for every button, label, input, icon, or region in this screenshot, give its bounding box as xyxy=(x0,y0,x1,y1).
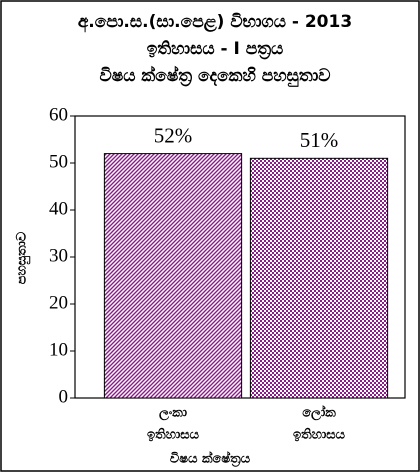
bar xyxy=(249,157,389,399)
y-tick-label: 0 xyxy=(59,386,69,407)
x-tick-label: ලංකා xyxy=(159,406,188,422)
y-tick-label: 10 xyxy=(49,339,68,360)
y-tick-label: 40 xyxy=(49,198,68,219)
x-tick-label: ලෝක xyxy=(302,404,336,422)
x-tick-label: ඉතිහාසය xyxy=(147,427,200,443)
value-label: 52% xyxy=(154,123,193,147)
y-tick-label: 60 xyxy=(49,104,68,125)
y-tick-label: 50 xyxy=(49,151,68,172)
y-tick-label: 30 xyxy=(49,245,68,266)
y-axis-label: පහසුතාව xyxy=(15,231,31,284)
bar xyxy=(103,153,243,399)
y-tick-label: 20 xyxy=(49,292,68,313)
x-tick-label: ඉතිහාසය xyxy=(293,427,346,443)
x-axis-label: විෂය ක්ෂේත්‍රය xyxy=(170,449,251,467)
chart-title: විෂය ක්ෂේත්‍ර දෙකෙහි පහසුතාව xyxy=(99,65,330,87)
chart-title: අ.පො.ස.(සා.පෙළ) විභාගය - 2013 xyxy=(78,12,352,33)
value-label: 51% xyxy=(300,128,339,152)
chart-title: ඉතිහාසය - I පත්‍රය xyxy=(147,39,284,60)
